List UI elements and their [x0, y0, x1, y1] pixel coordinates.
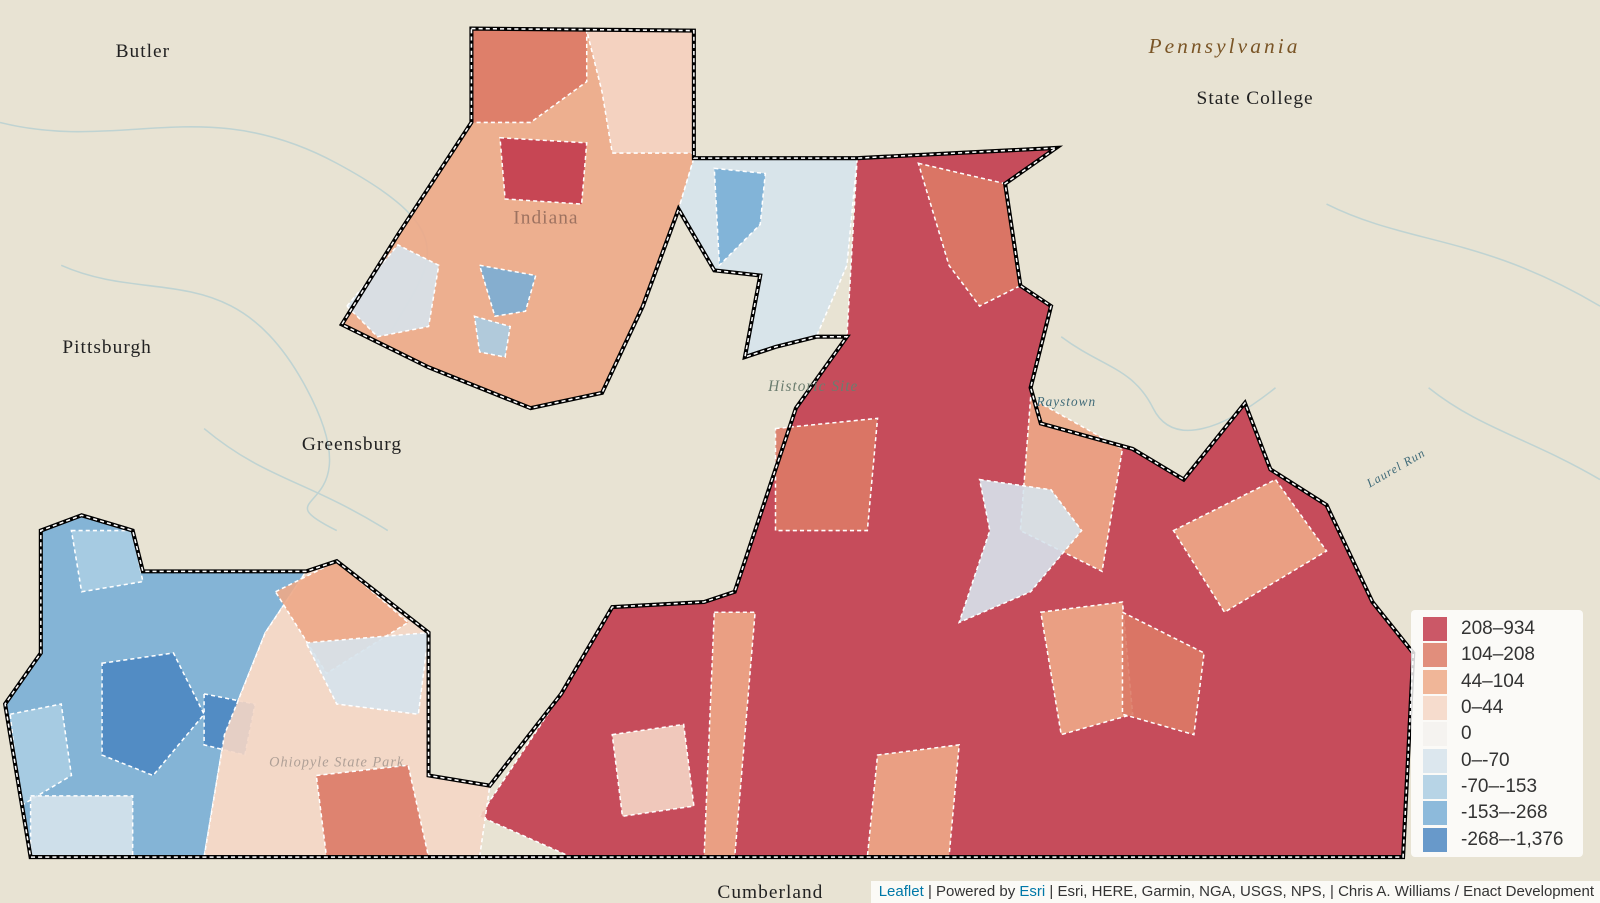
attribution: Leaflet | Powered by Esri | Esri, HERE, … — [870, 881, 1600, 903]
place-label: Raystown — [1035, 394, 1096, 409]
regions — [4, 27, 1415, 858]
legend-item: 0 — [1423, 721, 1583, 747]
attribution-text: | Powered by — [927, 883, 1016, 900]
leaflet-link[interactable]: Leaflet — [878, 883, 924, 900]
municipality — [866, 743, 961, 858]
place-label: Indiana — [513, 207, 578, 228]
municipality — [101, 652, 205, 777]
legend-swatch — [1423, 801, 1447, 826]
legend-item: -268–-1,376 — [1423, 826, 1583, 852]
place-label: Pennsylvania — [1147, 34, 1300, 58]
legend: 208–934 104–208 44–104 0–44 0 0–-70 -70–-153 -1… — [1411, 610, 1583, 857]
legend-swatch — [1423, 774, 1447, 799]
legend-label: 208–934 — [1461, 618, 1535, 640]
legend-item: 104–208 — [1423, 642, 1583, 668]
legend-item: -70–-153 — [1423, 774, 1583, 800]
municipality — [70, 529, 144, 593]
place-label: Pittsburgh — [62, 337, 152, 358]
legend-item: 0–-70 — [1423, 747, 1583, 773]
legend-swatch — [1423, 696, 1447, 721]
legend-label: -153–-268 — [1461, 802, 1548, 824]
municipality — [345, 243, 440, 338]
municipality — [499, 136, 588, 205]
legend-item: 0–44 — [1423, 695, 1583, 721]
place-label: Historic Site — [767, 378, 858, 395]
legend-item: -153–-268 — [1423, 800, 1583, 826]
place-label: Cumberland — [717, 882, 823, 903]
legend-label: -268–-1,376 — [1461, 828, 1564, 850]
municipality — [957, 478, 1083, 624]
legend-swatch — [1423, 748, 1447, 773]
legend-swatch — [1423, 669, 1447, 694]
attribution-text: | Esri, HERE, Garmin, NGA, USGS, NPS, | … — [1049, 883, 1594, 900]
municipality — [917, 162, 1022, 308]
legend-label: 0–44 — [1461, 697, 1504, 719]
municipality — [473, 315, 512, 359]
legend-item: 44–104 — [1423, 669, 1583, 695]
legend-swatch — [1423, 643, 1447, 668]
place-label: Laurel Run — [1363, 446, 1427, 491]
esri-link[interactable]: Esri — [1019, 883, 1046, 900]
legend-label: 0 — [1461, 723, 1472, 745]
legend-label: 104–208 — [1461, 644, 1535, 666]
legend-swatch — [1423, 827, 1447, 852]
municipality — [29, 795, 134, 858]
place-label: Butler — [116, 41, 171, 62]
municipality — [713, 167, 767, 268]
municipality — [304, 631, 430, 716]
municipality — [1172, 478, 1328, 614]
legend-item: 208–934 — [1423, 616, 1583, 642]
municipality — [774, 417, 879, 532]
district-outline-dash — [4, 27, 1415, 858]
legend-label: 0–-70 — [1461, 749, 1510, 771]
place-label: Greensburg — [302, 434, 402, 455]
legend-swatch — [1423, 722, 1447, 747]
place-label: State College — [1197, 88, 1314, 109]
municipality — [611, 723, 695, 818]
place-label: Ohiopyle State Park — [269, 754, 404, 770]
municipality — [478, 264, 537, 318]
municipality — [274, 560, 410, 675]
legend-label: 44–104 — [1461, 670, 1525, 692]
legend-swatch — [1423, 617, 1447, 642]
municipality — [1121, 610, 1205, 736]
legend-label: -70–-153 — [1461, 775, 1538, 797]
